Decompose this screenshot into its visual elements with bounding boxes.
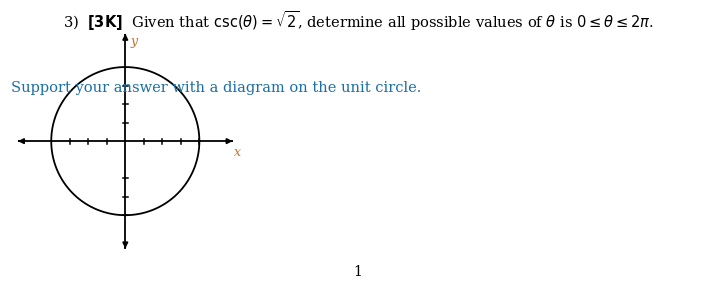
Text: y: y <box>130 35 137 48</box>
Text: x: x <box>234 146 241 159</box>
Text: 3)  $\mathbf{[3K]}$  Given that $\mathrm{csc}(\theta) = \sqrt{2}$, determine all: 3) $\mathbf{[3K]}$ Given that $\mathrm{c… <box>62 9 654 33</box>
Text: Support your answer with a diagram on the unit circle.: Support your answer with a diagram on th… <box>11 81 421 95</box>
Text: 1: 1 <box>354 265 362 279</box>
